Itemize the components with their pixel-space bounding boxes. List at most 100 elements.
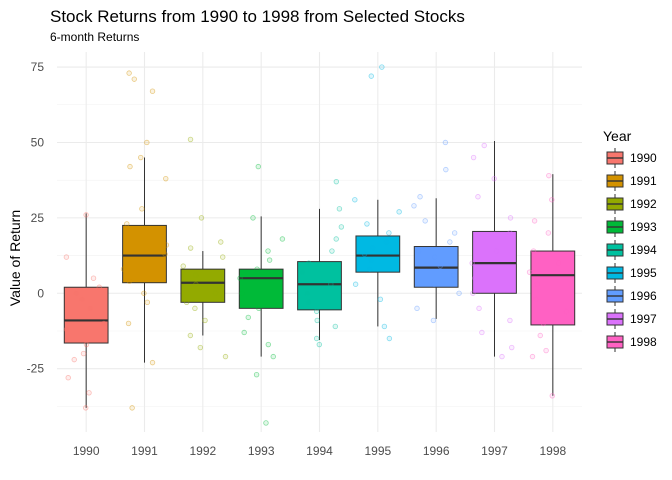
point-1993 [254,266,260,272]
point-1995 [361,251,368,257]
point-1996 [415,248,422,254]
point-1993 [279,236,286,242]
legend-label: 1996 [630,289,657,303]
legend-label: 1998 [630,335,657,349]
point-1990 [63,254,70,260]
point-1998 [534,281,540,287]
point-1996 [447,239,453,245]
x-tick-label: 1993 [248,444,275,458]
point-1991 [129,405,135,411]
point-1996 [450,272,457,278]
box-1994 [297,208,342,341]
point-1991 [149,359,156,366]
chart-subtitle: 6-month Returns [50,30,139,44]
point-1990 [73,290,79,296]
x-tick-label: 1992 [189,444,216,458]
point-1995 [386,230,392,236]
point-1997 [507,215,514,221]
box-1993 [238,216,284,357]
point-1995 [383,239,390,245]
point-1990 [79,296,85,303]
point-1990 [83,405,89,411]
point-1996 [437,263,443,269]
box-iqr [180,268,226,303]
point-1995 [352,281,359,287]
point-1992 [193,281,199,287]
point-1996 [417,194,423,200]
point-1996 [411,203,417,209]
box-1995 [355,199,401,327]
legend-item-1992: 1992 [606,194,657,214]
point-1994 [333,178,340,185]
point-1992 [193,272,199,278]
box-iqr [530,250,576,326]
point-1991 [138,154,144,161]
point-1993 [241,329,247,336]
point-1994 [306,260,312,266]
point-1991 [139,206,145,212]
y-tick-label: 25 [31,211,45,225]
point-1990 [83,212,89,218]
y-tick-label: 50 [31,135,45,149]
point-1992 [187,245,194,251]
point-1993 [266,257,273,263]
point-1991 [163,242,170,248]
point-1998 [555,260,562,266]
point-1998 [531,218,538,224]
point-1994 [328,281,334,287]
point-1991 [120,266,127,272]
point-1992 [218,239,224,245]
point-1998 [537,332,543,339]
point-1991 [149,88,156,94]
point-1996 [451,230,458,236]
legend-label: 1991 [630,174,657,188]
point-1997 [469,260,475,266]
point-1998 [526,269,533,275]
point-1992 [192,305,198,312]
legend-label: 1990 [630,151,657,165]
point-1991 [144,299,151,306]
point-1993 [250,215,256,221]
legend-label: 1993 [630,220,657,234]
point-1995 [396,209,402,215]
chart-title: Stock Returns from 1990 to 1998 from Sel… [50,7,465,26]
point-1993 [265,341,271,348]
point-1994 [299,269,306,275]
point-1992 [187,136,194,143]
point-1995 [377,296,384,303]
point-1992 [198,215,205,221]
point-1995 [386,335,393,342]
point-1993 [237,275,243,281]
point-1997 [481,142,487,149]
point-1991 [163,175,169,182]
point-1996 [422,218,428,224]
point-1994 [329,248,335,254]
point-1991 [125,320,132,327]
y-tick-label: 0 [37,286,44,300]
box-1998 [530,174,576,396]
point-1995 [381,323,388,330]
point-1997 [479,329,485,336]
point-1991 [162,251,168,257]
point-1998 [543,347,549,354]
point-1997 [507,230,513,236]
point-1990 [86,390,92,396]
point-1998 [563,308,570,315]
y-tick-label: 75 [31,60,45,74]
point-1994 [313,308,320,315]
point-1997 [493,248,499,254]
box-iqr [238,268,284,309]
point-1990 [71,356,77,363]
point-1996 [442,139,449,146]
legend-item-1994: 1994 [606,240,657,260]
point-1993 [253,371,260,378]
x-tick-label: 1996 [423,444,450,458]
legend-item-1998: 1998 [606,332,657,352]
point-1995 [368,73,374,79]
point-1994 [338,224,345,230]
point-1997 [476,305,482,312]
point-1992 [187,332,194,339]
point-1993 [239,290,245,296]
x-tick-label: 1994 [306,444,333,458]
point-1992 [197,344,203,351]
